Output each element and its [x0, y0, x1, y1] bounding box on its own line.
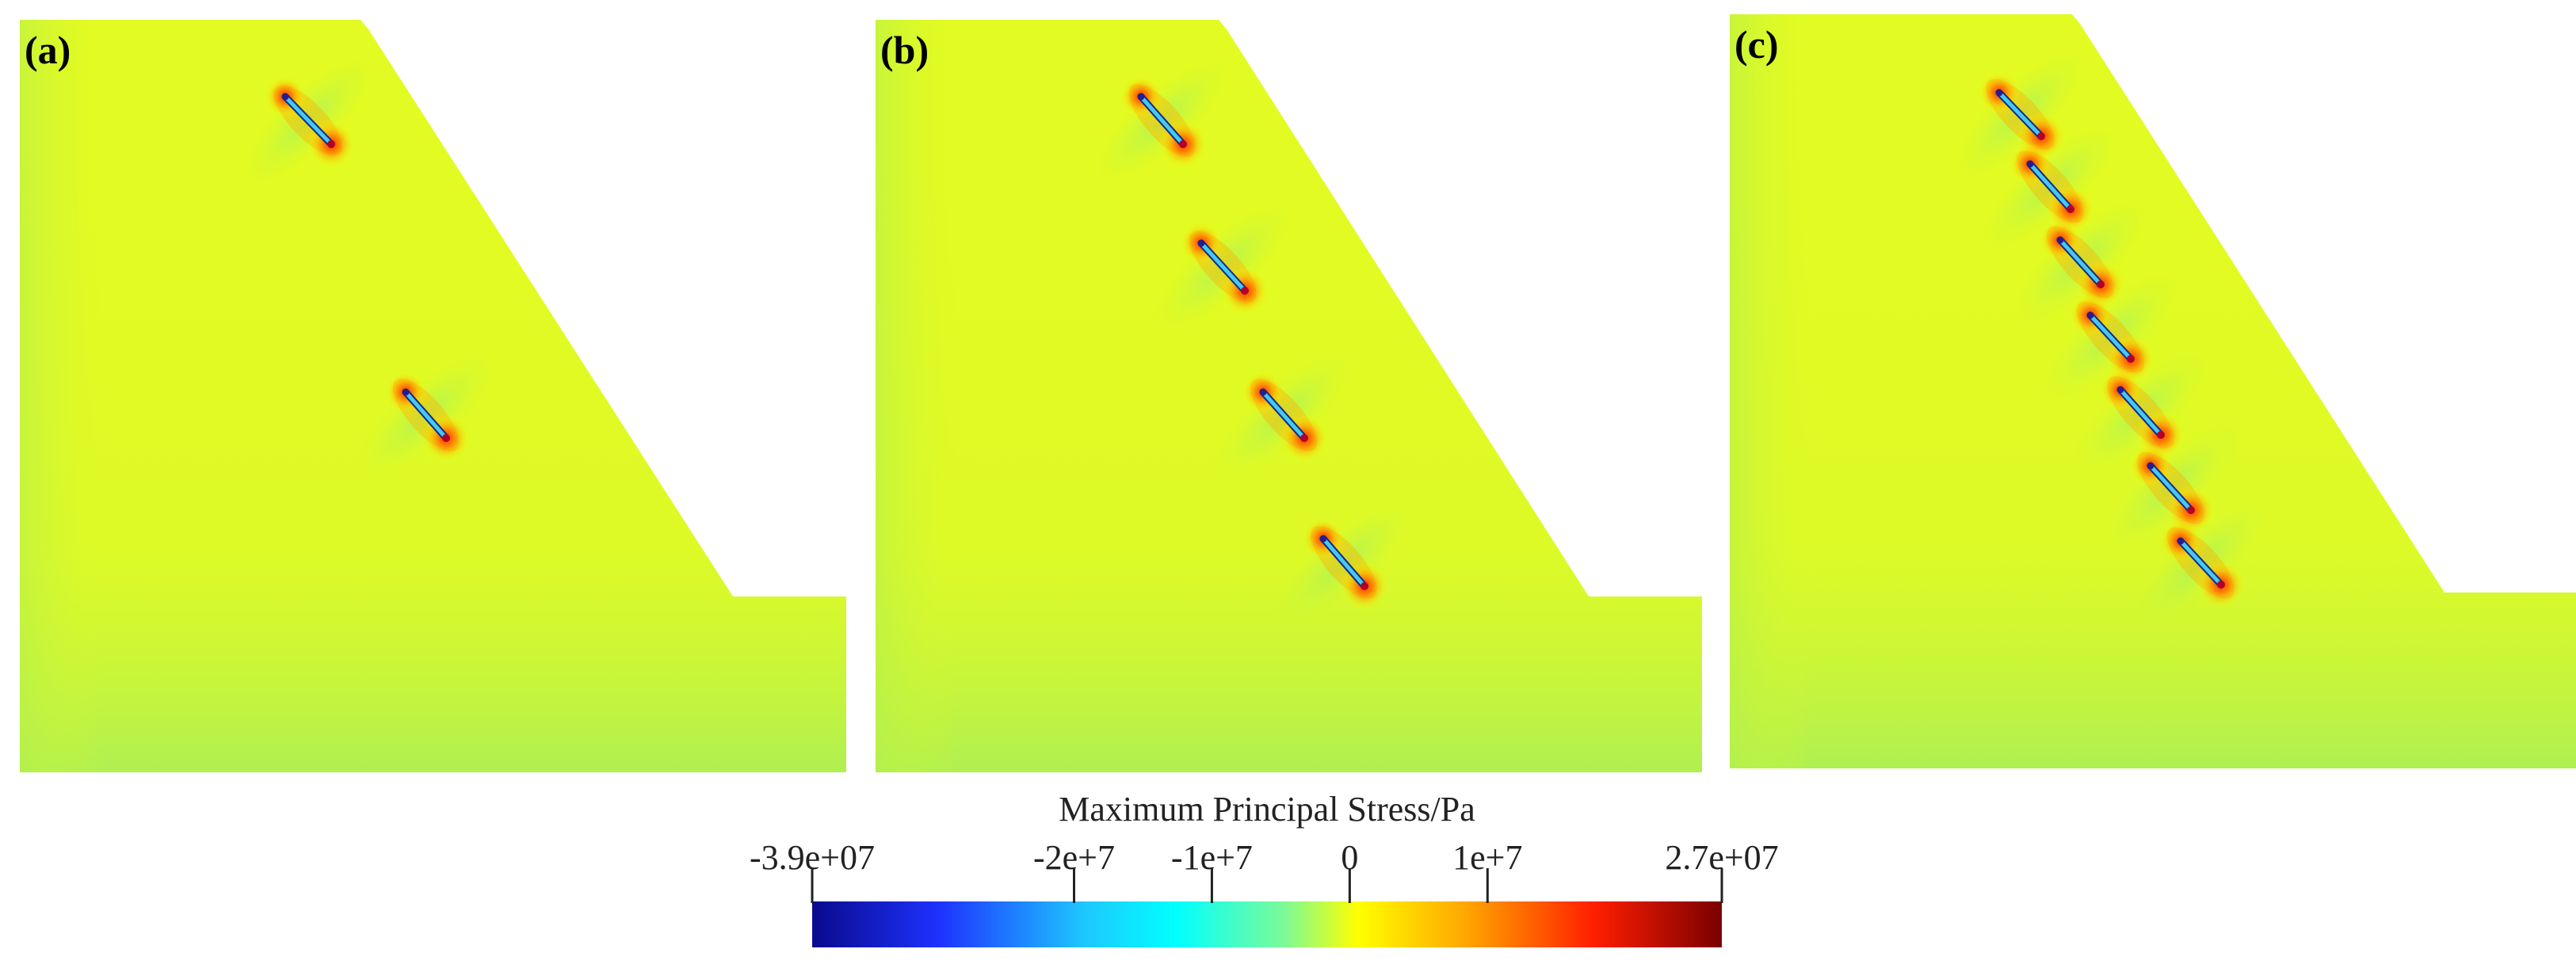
crack — [1275, 501, 1413, 624]
crack-line — [1321, 536, 1367, 589]
crack-line — [1139, 94, 1185, 147]
stress-field-shading — [20, 20, 846, 772]
crack-line — [2028, 162, 2073, 212]
crack-line — [2178, 539, 2223, 587]
dam-panel-b: (b) — [876, 20, 1702, 772]
panel-label: (b) — [880, 28, 929, 72]
colorbar-tick-label: 0 — [1341, 838, 1358, 877]
colorbar-tick-label: -3.9e+07 — [750, 838, 875, 877]
panel-label: (c) — [1735, 22, 1779, 67]
crack — [357, 353, 494, 478]
crack — [2043, 273, 2178, 401]
panel-label: (a) — [25, 28, 71, 72]
crack — [1155, 204, 1291, 330]
colorbar: Maximum Principal Stress/Pa -3.9e+07 -2e+7… — [750, 790, 1779, 947]
crack — [242, 55, 375, 185]
crack — [1215, 353, 1352, 478]
crack — [1093, 58, 1231, 183]
stress-field-shading — [1730, 14, 2576, 768]
colorbar-title: Maximum Principal Stress/Pa — [1059, 790, 1475, 829]
crack-line — [1261, 390, 1307, 440]
crack-line — [1997, 90, 2044, 139]
crack-line — [283, 94, 334, 147]
colorbar-tick-label: 1e+7 — [1452, 838, 1522, 877]
colorbar-gradient — [812, 901, 1722, 947]
crack — [2103, 425, 2238, 551]
crack — [2072, 349, 2209, 475]
dam-panel-a: (a) — [20, 20, 846, 772]
colorbar-tick-label: -2e+7 — [1033, 838, 1115, 877]
crack — [1982, 124, 2119, 250]
crack-line — [2088, 313, 2133, 361]
crack-line — [2058, 238, 2103, 287]
colorbar-tick-label: -1e+7 — [1171, 838, 1253, 877]
dam-panel-c: (c) — [1730, 14, 2576, 768]
crack-line — [1199, 241, 1247, 293]
crack — [2133, 499, 2269, 627]
stress-field-shading — [876, 20, 1702, 772]
colorbar-tick-label: 2.7e+07 — [1665, 838, 1778, 877]
crack-line — [2148, 463, 2193, 513]
crack-line — [2118, 387, 2163, 437]
crack-line — [403, 390, 448, 440]
